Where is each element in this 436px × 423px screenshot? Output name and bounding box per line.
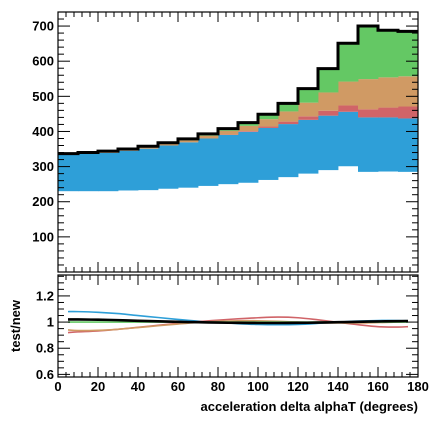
y-tick-label: 0.6	[36, 367, 54, 382]
top-plot-frame	[57, 11, 419, 273]
histogram-bar	[298, 119, 319, 174]
ratio-total-curve	[67, 318, 409, 325]
histogram-bar	[358, 109, 379, 118]
histogram-bar	[258, 119, 279, 127]
x-tick-label: 40	[131, 379, 145, 394]
total-histogram	[58, 24, 418, 156]
stacked-histogram	[58, 26, 419, 192]
y-tick-label: 500	[32, 89, 54, 104]
histogram-bar	[378, 77, 399, 108]
x-tick-label: 120	[287, 379, 309, 394]
ratio-y-axis-title: test/new	[8, 299, 23, 352]
y-tick-label: 700	[32, 19, 54, 34]
histogram-bar	[378, 107, 399, 118]
histogram-bar	[238, 122, 259, 126]
histogram-bar	[298, 88, 319, 103]
histogram-bar	[98, 152, 119, 192]
histogram-bar	[258, 114, 279, 120]
histogram-bar	[238, 125, 259, 132]
y-tick-label: 300	[32, 159, 54, 174]
y-tick-label: 100	[32, 229, 54, 244]
histogram-bar	[158, 145, 179, 189]
histogram-bar	[58, 154, 79, 192]
total-outline	[58, 24, 418, 156]
histogram-bar	[198, 135, 219, 139]
x-tick-label: 180	[407, 379, 429, 394]
histogram-bar	[298, 116, 319, 120]
top-panel: 100 200 300 400 500 600 700	[32, 11, 419, 273]
histogram-bar	[358, 79, 379, 110]
x-tick-labels: 0 20 40 60 80 100 120 140 160 180	[54, 379, 428, 394]
histogram-bar	[338, 81, 359, 106]
ratio-plot-frame	[57, 274, 419, 378]
histogram-bar	[378, 117, 399, 172]
histogram-bar	[358, 26, 379, 80]
histogram-bar	[278, 121, 299, 125]
y-tick-label: 1	[47, 315, 54, 330]
histogram-bar	[138, 147, 159, 149]
histogram-bar	[278, 103, 299, 112]
ratio-curves	[67, 310, 409, 334]
histogram-bar	[338, 105, 359, 112]
histogram-bar	[398, 31, 419, 77]
histogram-bar	[398, 76, 419, 107]
top-ticks	[57, 11, 419, 273]
histogram-bar	[178, 142, 199, 188]
histogram-bar	[338, 43, 359, 82]
histogram-bar	[178, 140, 199, 143]
y-tick-label: 400	[32, 124, 54, 139]
histogram-bar	[318, 115, 339, 171]
histogram-bar	[318, 92, 339, 111]
y-tick-label: 1.2	[36, 288, 54, 303]
x-tick-label: 60	[171, 379, 185, 394]
x-tick-label: 140	[327, 379, 349, 394]
histogram-bar	[278, 111, 299, 122]
histogram-bar	[138, 148, 159, 191]
histogram-bar	[218, 134, 239, 185]
x-tick-label: 0	[54, 379, 61, 394]
histogram-bar	[338, 111, 359, 167]
x-tick-label: 100	[247, 379, 269, 394]
x-axis-title: acceleration delta alphaT (degrees)	[201, 399, 418, 414]
histogram-bar	[238, 131, 259, 183]
y-tick-label: 200	[32, 194, 54, 209]
ratio-panel: 0.6 0.8 1 1.2 0 20 40 60 80 100 120 140 160 180 acce…	[8, 274, 429, 414]
top-y-tick-labels: 100 200 300 400 500 600 700	[32, 19, 54, 245]
histogram-bar	[118, 150, 139, 191]
x-tick-label: 20	[91, 379, 105, 394]
histogram-bar	[398, 106, 419, 119]
histogram-bar	[158, 143, 179, 146]
histogram-bar	[218, 130, 239, 135]
histogram-bar	[258, 127, 279, 180]
histogram-bar	[378, 30, 399, 78]
histogram-bar	[258, 126, 279, 128]
histogram-bar	[198, 138, 219, 186]
histogram-bar	[238, 131, 259, 132]
histogram-bar	[358, 117, 379, 172]
x-tick-label: 160	[367, 379, 389, 394]
y-tick-label: 0.8	[36, 341, 54, 356]
ratio-y-tick-labels: 0.6 0.8 1 1.2	[36, 288, 54, 381]
y-tick-label: 600	[32, 54, 54, 69]
histogram-bar	[318, 68, 339, 93]
x-tick-label: 80	[211, 379, 225, 394]
histogram-bar	[298, 102, 319, 117]
histogram-bar	[318, 110, 339, 116]
ratio-ticks	[57, 275, 419, 377]
histogram-bar	[278, 124, 299, 178]
histogram-bar	[78, 153, 99, 192]
